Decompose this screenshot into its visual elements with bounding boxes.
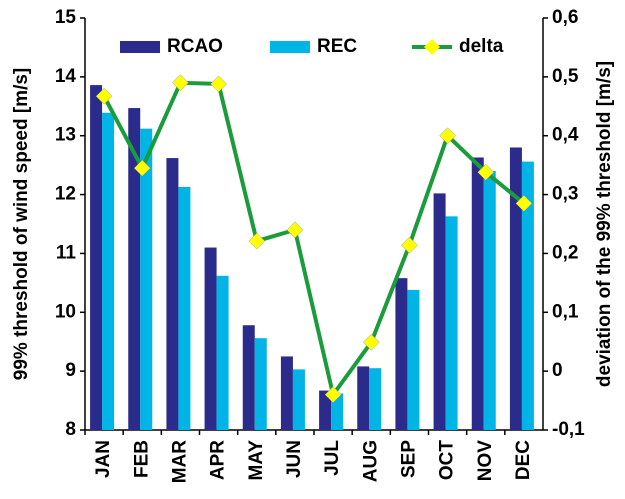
marker <box>210 75 227 93</box>
y2-tick-label: 0,5 <box>552 66 579 87</box>
bar <box>90 85 103 431</box>
marker <box>172 74 189 92</box>
legend-swatch <box>120 41 160 53</box>
bar <box>292 369 305 430</box>
marker <box>324 386 342 404</box>
bar <box>433 193 446 430</box>
x-tick-label: JAN <box>93 440 114 478</box>
bar <box>140 128 153 430</box>
bar <box>331 393 344 430</box>
y2-tick-label: 0,3 <box>552 184 578 205</box>
bar <box>204 247 217 430</box>
y-axis-title: 99% threshold of wind speed [m/s] <box>11 68 32 381</box>
marker <box>401 236 418 254</box>
legend-swatch <box>270 41 310 53</box>
y2-tick-label: 0,2 <box>552 242 578 263</box>
bar <box>445 216 458 430</box>
bar <box>216 275 229 430</box>
marker <box>133 159 151 177</box>
bar <box>102 112 115 430</box>
x-tick-label: APR <box>208 440 229 480</box>
y-tick-label: 15 <box>55 7 77 28</box>
bar <box>395 278 408 430</box>
bar <box>369 368 382 430</box>
bar <box>178 186 191 430</box>
y2-tick-label: 0,4 <box>552 125 579 146</box>
bar <box>521 161 534 430</box>
bar <box>509 147 522 430</box>
y2-tick-label: 0 <box>552 360 563 381</box>
marker <box>515 195 533 212</box>
bar <box>242 325 255 430</box>
legend-label: RCAO <box>167 36 223 57</box>
bar <box>407 289 420 430</box>
x-tick-label: JUN <box>284 440 305 478</box>
x-tick-label: MAR <box>169 440 190 484</box>
x-tick-label: DEC <box>513 440 534 480</box>
y2-tick-label: 0,6 <box>552 7 578 28</box>
y2-axis-title: deviation of the 99% threshold [m/s] <box>594 61 615 387</box>
x-tick-label: JUL <box>322 440 343 476</box>
line <box>102 80 526 400</box>
y2-tick-label: 0,1 <box>552 301 579 322</box>
legend-label: delta <box>459 36 504 57</box>
y-tick-label: 10 <box>55 301 76 322</box>
marker <box>248 232 266 250</box>
marker <box>95 87 113 105</box>
x-tick-label: FEB <box>131 440 152 478</box>
marker <box>439 127 456 145</box>
x-tick-label: AUG <box>360 440 381 482</box>
x-tick-label: NOV <box>475 440 496 482</box>
bar <box>128 108 141 431</box>
y-tick-label: 8 <box>65 419 76 440</box>
y-tick-label: 13 <box>55 125 76 146</box>
bar <box>280 356 293 430</box>
bar <box>471 157 484 430</box>
marker <box>477 163 495 181</box>
bar <box>483 171 496 430</box>
y-tick-label: 11 <box>56 242 77 263</box>
x-tick-label: OCT <box>437 440 458 481</box>
bar <box>357 366 370 430</box>
bar <box>166 158 179 430</box>
bar <box>319 390 332 430</box>
x-tick-label: MAY <box>246 440 267 481</box>
marker <box>362 333 380 351</box>
legend-label: REC <box>317 36 357 57</box>
marker <box>286 221 304 239</box>
y2-tick-label: -0,1 <box>552 419 585 440</box>
y-tick-label: 12 <box>55 184 76 205</box>
y-tick-label: 9 <box>65 360 76 381</box>
bar <box>254 338 267 430</box>
y-tick-label: 14 <box>55 66 77 87</box>
x-tick-label: SEP <box>398 440 419 478</box>
legend-marker <box>424 39 440 55</box>
